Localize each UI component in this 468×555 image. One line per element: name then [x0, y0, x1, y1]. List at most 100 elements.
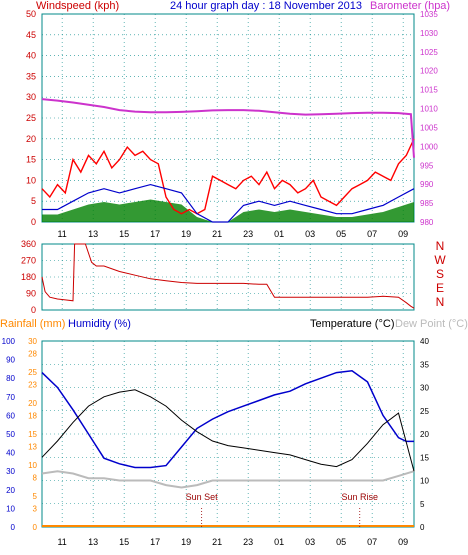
- rain-y-tick-label: 18: [28, 411, 37, 420]
- rain-y-tick-label: 13: [28, 442, 37, 451]
- title-strip: Windspeed (kph) 24 hour graph day : 18 N…: [0, 0, 468, 14]
- sunrise-label: Sun Rise: [341, 492, 378, 502]
- humidity-y-tick-label: 80: [6, 374, 15, 383]
- baro-y-tick-label: 1035: [420, 10, 438, 19]
- temp-panel-x-tick-label: 19: [181, 537, 191, 547]
- temp-panel-x-tick-label: 15: [119, 537, 129, 547]
- compass-label-w: W: [434, 253, 446, 267]
- humidity-y-tick-label: 60: [6, 411, 15, 420]
- baro-y-tick-label: 1030: [420, 29, 438, 38]
- wind-y-tick-label: 25: [26, 113, 36, 123]
- wind-panel-x-tick-label: 05: [336, 229, 346, 239]
- wind-panel-x-tick-label: 07: [367, 229, 377, 239]
- direction-y-tick-label: 360: [21, 239, 36, 249]
- temp-y-tick-label: 15: [420, 453, 429, 462]
- temp-panel-frame: [41, 340, 415, 528]
- rain-y-tick-label: 28: [28, 349, 37, 358]
- baro-y-tick-label: 995: [420, 161, 434, 170]
- temp-panel-x-tick-label: 09: [398, 537, 408, 547]
- compass-label-s: S: [436, 267, 444, 281]
- temp-panel-x-tick-label: 03: [305, 537, 315, 547]
- temp-y-tick-label: 35: [420, 360, 429, 369]
- humidity-y-tick-label: 40: [6, 449, 15, 458]
- barometer-label: Barometer (hpa): [370, 0, 451, 12]
- wind-panel-x-tick-label: 21: [212, 229, 222, 239]
- humidity-line: [41, 370, 414, 469]
- wind-y-tick-label: 50: [26, 9, 36, 19]
- temp-panel-x-tick-label: 05: [336, 537, 346, 547]
- compass-label-n: N: [436, 295, 445, 309]
- rain-y-tick-label: 10: [28, 461, 37, 470]
- temp-y-tick-label: 40: [420, 337, 429, 346]
- sunset-label: Sun Set: [186, 492, 219, 502]
- direction-y-tick-label: 0: [31, 305, 36, 315]
- temp-panel-x-tick-label: 17: [150, 537, 160, 547]
- rain-y-tick-label: 23: [28, 380, 37, 389]
- temp-panel-x-tick-label: 13: [88, 537, 98, 547]
- temperature-label: Temperature (°C): [310, 318, 395, 330]
- rain-y-tick-label: 0: [33, 523, 38, 532]
- direction-y-tick-label: 90: [26, 289, 36, 299]
- humidity-y-tick-label: 100: [2, 337, 16, 346]
- baro-y-tick-label: 985: [420, 199, 434, 208]
- humidity-y-tick-label: 10: [6, 504, 15, 513]
- temperature-line: [41, 389, 415, 472]
- dewpoint-line: [41, 470, 415, 489]
- rain-y-tick-label: 8: [33, 473, 38, 482]
- wind-panel-x-tick-label: 19: [181, 229, 191, 239]
- baro-y-tick-label: 1005: [420, 123, 438, 132]
- humidity-y-tick-label: 70: [6, 393, 15, 402]
- humidity-y-tick-label: 0: [11, 523, 16, 532]
- direction-panel-frame: [41, 243, 415, 311]
- avg-wind-line: [42, 183, 415, 223]
- direction-y-tick-label: 180: [21, 272, 36, 282]
- compass-label-n: N: [436, 239, 445, 253]
- graph-title: 24 hour graph day : 18 November 2013: [170, 0, 363, 12]
- temp-y-tick-label: 10: [420, 477, 429, 486]
- temp-y-tick-label: 25: [420, 407, 429, 416]
- rain-y-tick-label: 15: [28, 430, 37, 439]
- rain-y-tick-label: 5: [33, 492, 38, 501]
- baro-y-tick-label: 1025: [420, 48, 438, 57]
- wind-y-tick-label: 45: [26, 30, 36, 40]
- wind-panel-x-tick-label: 15: [119, 229, 129, 239]
- wind-panel-x-tick-label: 23: [243, 229, 253, 239]
- rain-y-tick-label: 20: [28, 399, 37, 408]
- baro-y-tick-label: 990: [420, 180, 434, 189]
- humidity-y-tick-label: 50: [6, 430, 15, 439]
- windspeed-label: Windspeed (kph): [36, 0, 120, 12]
- wind-y-tick-label: 35: [26, 71, 36, 81]
- baro-y-tick-label: 1020: [420, 67, 438, 76]
- wind-fill-area: [42, 199, 414, 222]
- rain-y-tick-label: 3: [33, 504, 38, 513]
- wind-y-tick-label: 5: [31, 196, 36, 206]
- wind-y-tick-label: 10: [26, 175, 36, 185]
- dewpoint-label: Dew Point (°C): [395, 318, 468, 330]
- compass-label-e: E: [436, 281, 444, 295]
- wind-panel-x-tick-label: 13: [88, 229, 98, 239]
- wind-panel-x-tick-label: 11: [57, 229, 66, 239]
- humidity-label: Humidity (%): [68, 318, 131, 330]
- temp-panel-x-tick-label: 01: [274, 537, 284, 547]
- baro-y-tick-label: 1010: [420, 105, 438, 114]
- wind-y-tick-label: 40: [26, 51, 36, 61]
- temp-panel-x-tick-label: 23: [243, 537, 253, 547]
- barometer-line: [41, 98, 415, 158]
- wind-panel-x-tick-label: 03: [305, 229, 315, 239]
- humidity-strip: Rainfall (mm) Humidity (%) Temperature (…: [0, 318, 468, 332]
- humidity-y-tick-label: 30: [6, 467, 15, 476]
- rain-y-tick-label: 30: [28, 337, 37, 346]
- rainfall-label: Rainfall (mm): [0, 318, 66, 330]
- temp-y-tick-label: 5: [420, 500, 425, 509]
- humidity-y-tick-label: 20: [6, 486, 15, 495]
- wind-y-tick-label: 0: [31, 217, 36, 227]
- gust-line: [41, 138, 415, 215]
- temp-y-tick-label: 20: [420, 430, 429, 439]
- wind-panel-x-tick-label: 01: [274, 229, 284, 239]
- baro-y-tick-label: 980: [420, 218, 434, 227]
- wind-y-tick-label: 20: [26, 134, 36, 144]
- temp-y-tick-label: 0: [420, 523, 425, 532]
- wind-y-tick-label: 15: [26, 155, 36, 165]
